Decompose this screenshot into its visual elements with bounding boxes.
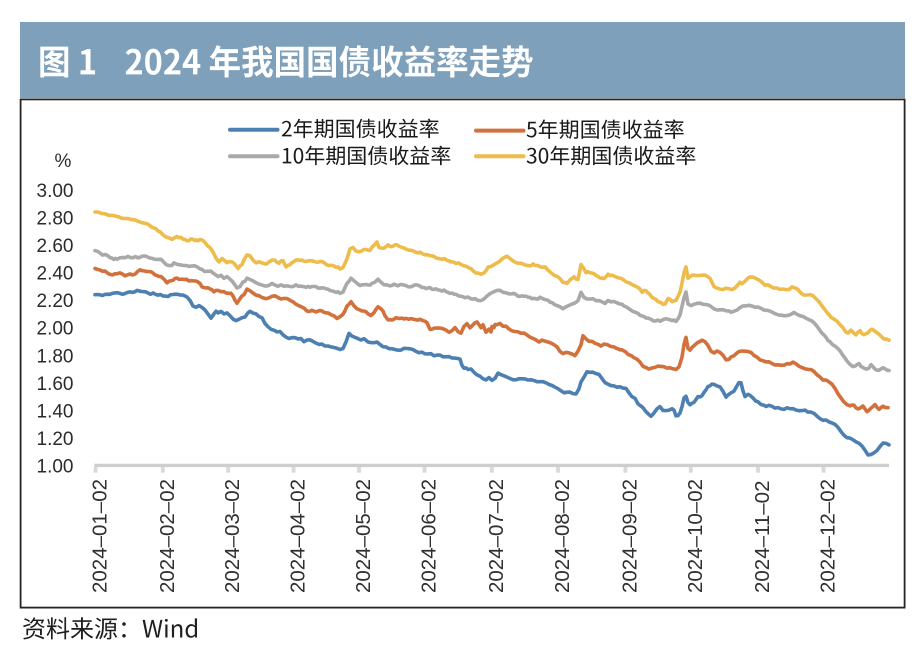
svg-text:2024–12–02: 2024–12–02 xyxy=(817,479,840,593)
svg-text:2024–01–02: 2024–01–02 xyxy=(89,479,112,593)
svg-text:1.80: 1.80 xyxy=(37,346,74,367)
svg-text:1.60: 1.60 xyxy=(37,374,74,395)
svg-text:2024–10–02: 2024–10–02 xyxy=(684,479,707,593)
svg-text:2024–06–02: 2024–06–02 xyxy=(418,479,441,593)
svg-text:2.80: 2.80 xyxy=(37,209,74,230)
svg-text:1.40: 1.40 xyxy=(37,401,74,422)
svg-text:2024–03–02: 2024–03–02 xyxy=(221,479,244,593)
svg-text:2.60: 2.60 xyxy=(37,236,74,257)
svg-text:2024–09–02: 2024–09–02 xyxy=(618,479,641,593)
svg-text:3.00: 3.00 xyxy=(37,181,74,202)
svg-text:1.00: 1.00 xyxy=(37,457,74,478)
svg-text:2024–08–02: 2024–08–02 xyxy=(551,479,574,593)
svg-text:2024–05–02: 2024–05–02 xyxy=(352,479,375,593)
svg-text:2024–07–02: 2024–07–02 xyxy=(485,479,508,593)
svg-text:2024–11–02: 2024–11–02 xyxy=(751,481,774,594)
svg-text:2.20: 2.20 xyxy=(37,291,74,312)
svg-text:1.20: 1.20 xyxy=(37,429,74,450)
svg-text:%: % xyxy=(55,151,72,172)
svg-text:2.00: 2.00 xyxy=(37,319,74,340)
svg-text:2024–04–02: 2024–04–02 xyxy=(287,479,310,593)
svg-text:2024–02–02: 2024–02–02 xyxy=(156,479,179,593)
svg-text:2.40: 2.40 xyxy=(37,264,74,285)
